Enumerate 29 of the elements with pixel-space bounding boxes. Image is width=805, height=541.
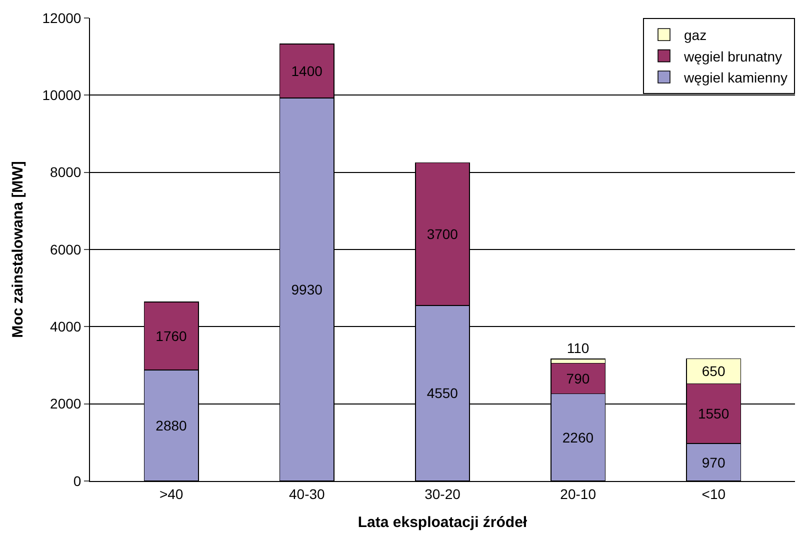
data-label: 1760	[156, 328, 188, 344]
data-label: 2880	[156, 417, 188, 434]
data-label: 1550	[698, 406, 730, 422]
data-label: 650	[702, 363, 726, 380]
y-tick-label: 0	[73, 472, 82, 489]
y-tick-label: 8000	[50, 164, 82, 180]
y-tick-label: 6000	[50, 241, 82, 258]
y-tick-label: 2000	[50, 396, 82, 412]
legend-label: węgiel brunatny	[683, 48, 782, 64]
x-tick-label: 30-20	[424, 486, 461, 502]
data-label: 9930	[291, 281, 323, 298]
data-label: 2260	[562, 429, 594, 446]
x-tick-label: 40-30	[289, 486, 326, 502]
legend-label: węgiel kamienny	[683, 69, 788, 86]
x-tick-label: <10	[702, 486, 726, 502]
data-label: 3700	[426, 226, 458, 242]
data-label: 790	[566, 370, 590, 387]
y-tick-label: 10000	[42, 87, 82, 104]
x-tick-label: 20-10	[560, 486, 596, 502]
y-axis-title: Moc zainstalowana [MW]	[10, 161, 27, 338]
data-label: 1400	[291, 62, 323, 79]
y-tick-label: 4000	[50, 318, 82, 335]
x-axis-title: Lata eksploatacji źródeł	[358, 514, 528, 531]
data-label: 110	[566, 340, 590, 356]
data-label: 4550	[426, 385, 458, 402]
data-label: 970	[702, 454, 726, 470]
legend-label: gaz	[684, 27, 707, 44]
x-tick-label: >40	[159, 486, 184, 502]
y-tick-label: 12000	[42, 10, 82, 26]
